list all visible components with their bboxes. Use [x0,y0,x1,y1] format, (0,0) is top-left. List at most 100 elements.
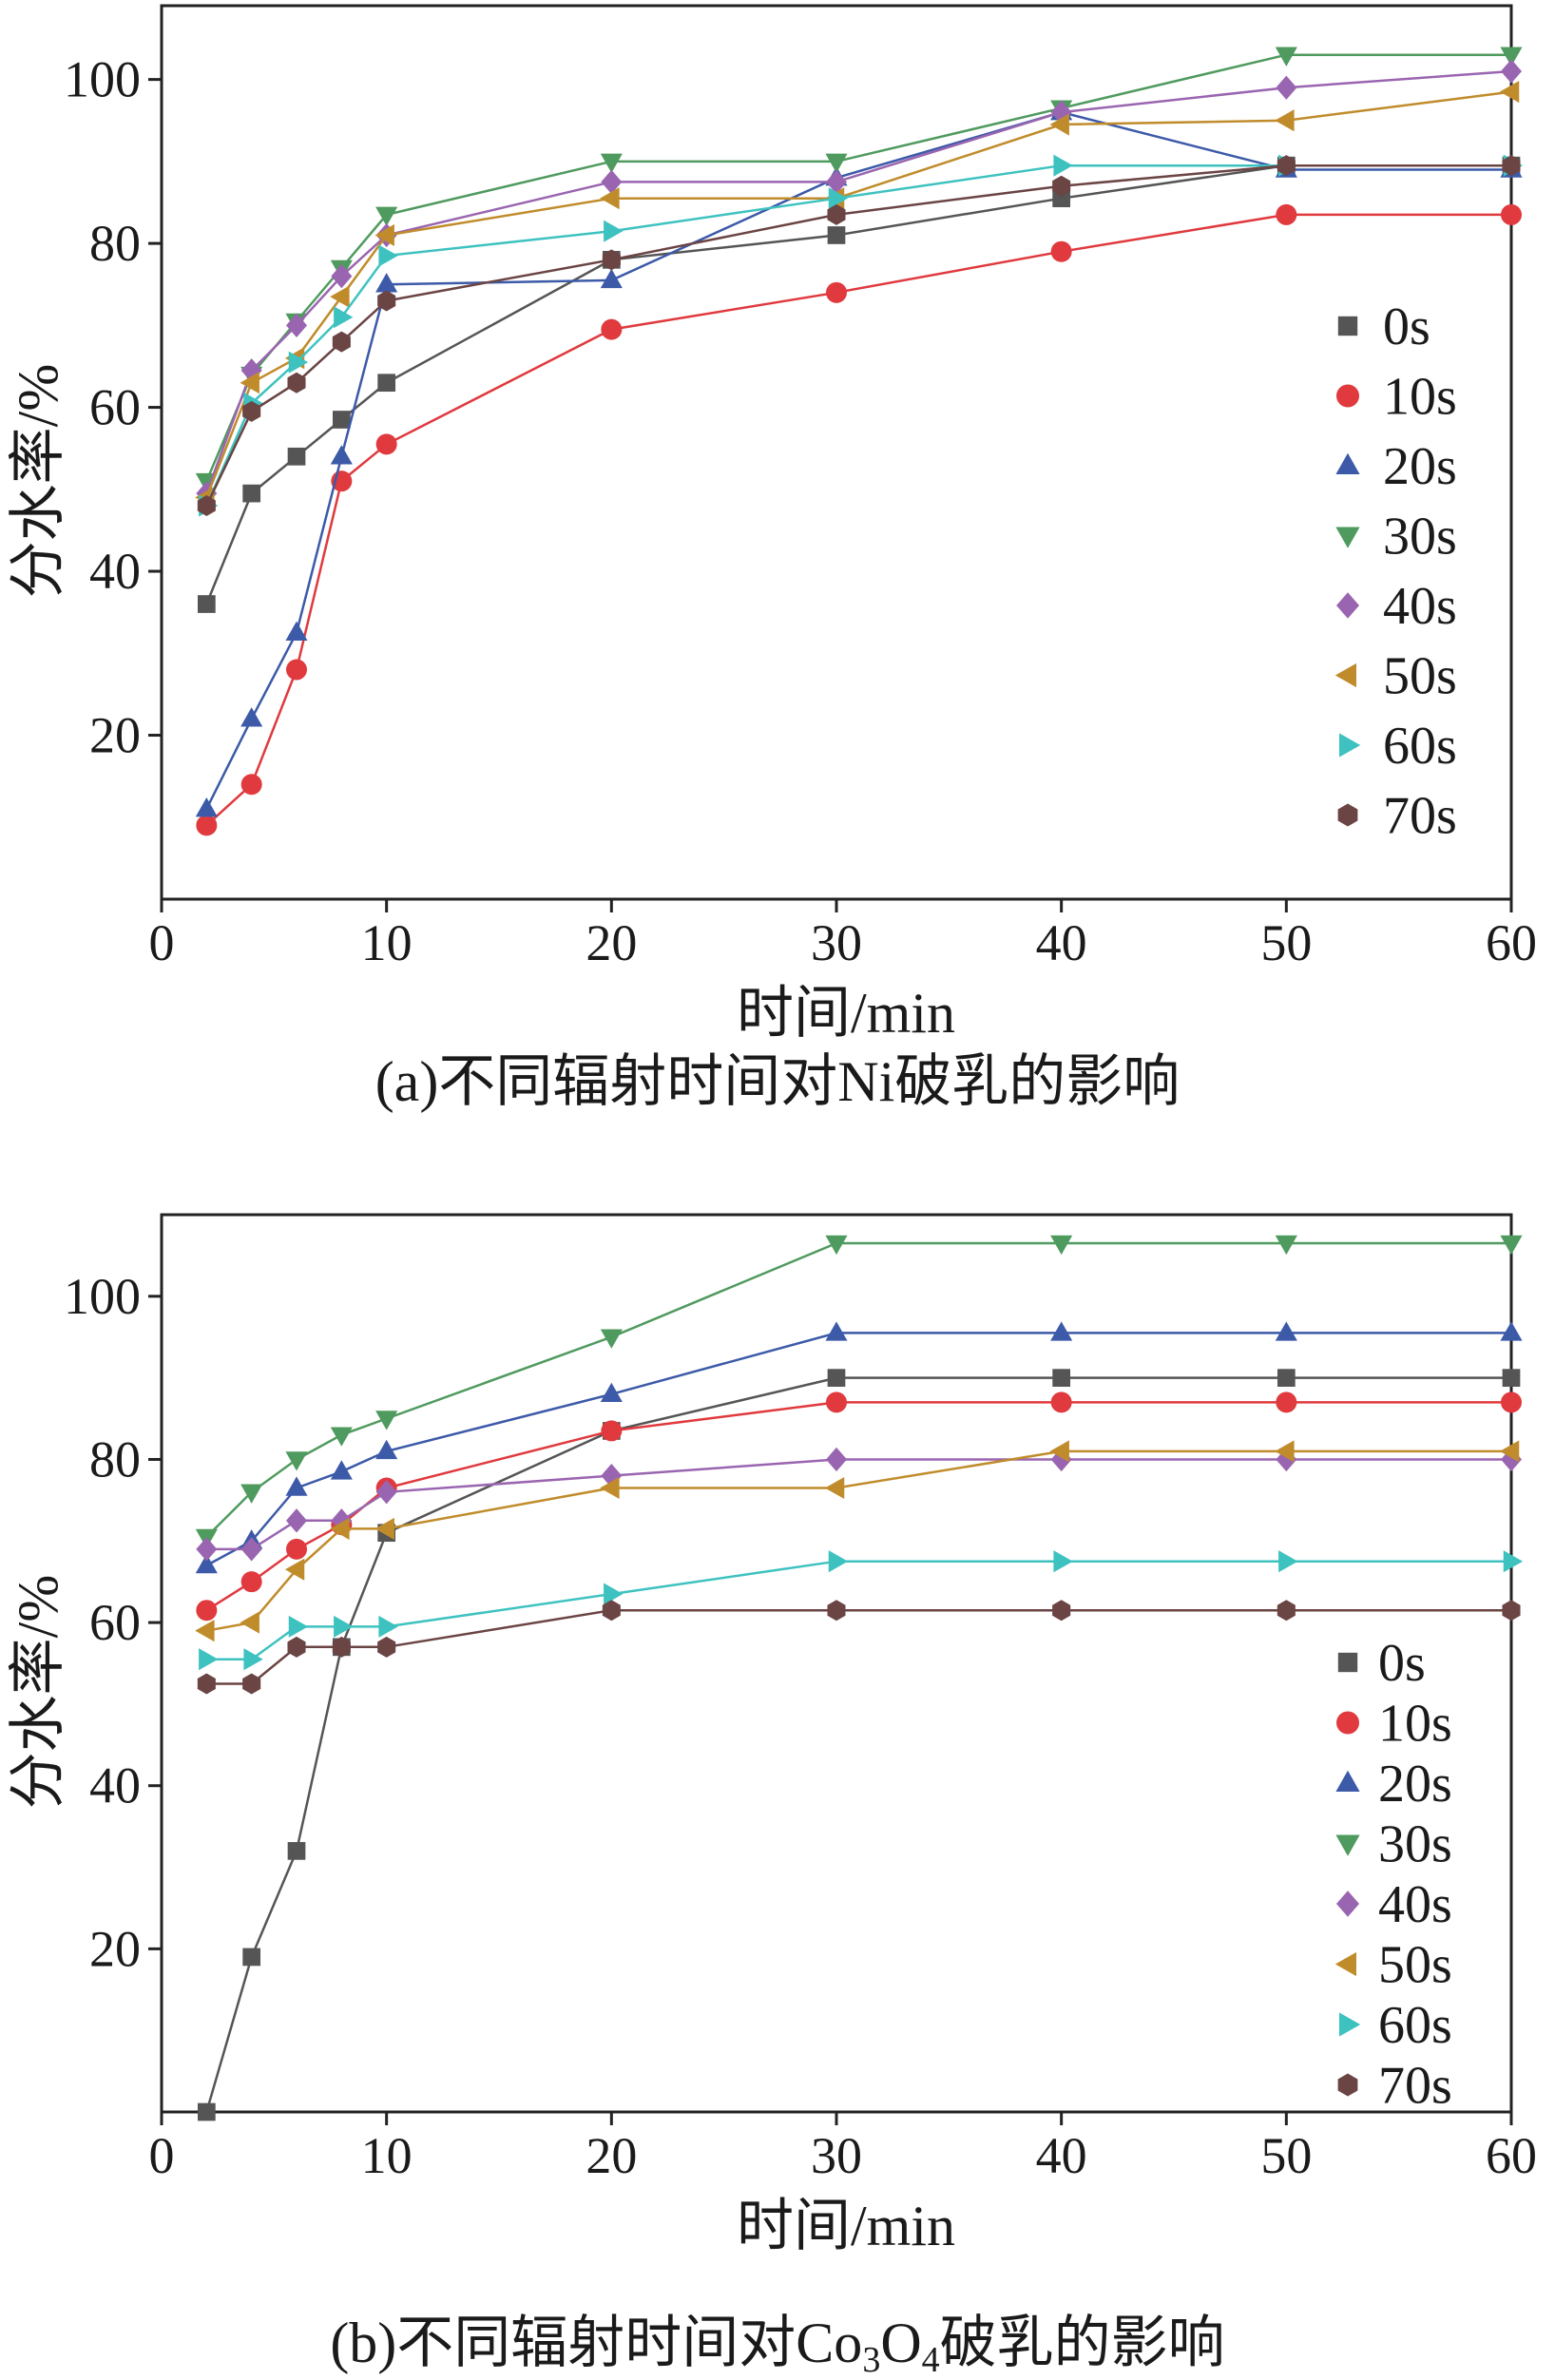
chart-b-point-60s [334,1615,354,1638]
chart-a-point-40s [286,313,307,337]
chart-a-legend: 0s 10s 20s 30s 40s 50s 60s 70s [1334,298,1457,846]
chart-a-point-30s [825,153,848,173]
chart-a-ytick-label: 40 [89,543,141,600]
chart-a-series-line-0s [205,163,1511,605]
chart-a-point-50s [1049,113,1069,136]
chart-a-point-10s [826,281,847,303]
chart-b-series-line-40s [206,1458,1511,1551]
chart-b-xaxis-label: 时间/min [737,2195,955,2257]
chart-b-caption-suffix: 破乳的影响 [939,2312,1225,2374]
chart-a-point-20s [330,445,353,465]
chart-a-ytick-label: 80 [89,215,141,272]
chart-a-xtick-label: 40 [1036,914,1087,971]
chart-b-point-10s [826,1392,847,1413]
chart-b-point-60s [828,1550,849,1573]
chart-b-point-20s [195,1553,218,1574]
chart-a-point-70s [242,400,261,422]
chart-a-point-40s [240,358,262,383]
chart-b-point-50s [284,1558,305,1581]
chart-a-point-40s [1501,59,1522,84]
chart-b-point-70s [287,1636,306,1658]
chart-a-series-line-40s [205,69,1512,494]
chart-a-series-70s [197,155,1521,517]
chart-b-legend-label-30s: 30s [1378,1815,1452,1874]
chart-a-point-30s [375,206,398,227]
chart-a-point-60s [604,220,624,242]
chart-a-point-20s [285,621,308,641]
chart-b-point-10s [1050,1392,1072,1413]
chart-b-point-0s [1277,1369,1296,1387]
chart-b-legend-label-50s: 50s [1378,1936,1452,1995]
chart-b-series-70s [197,1600,1521,1695]
chart-b-plot-frame [160,1213,1513,2114]
chart-a-point-70s [1052,175,1071,197]
chart-b-ytick-label: 40 [89,1757,141,1814]
chart-a-ytick-label: 100 [64,51,141,108]
chart-a-xtick-label: 60 [1486,914,1537,971]
chart-a-point-50s [600,187,620,210]
chart-a-point-70s [1502,155,1521,177]
chart-b-xtick-label: 0 [149,2127,175,2184]
chart-b-series-line-70s [206,1608,1511,1685]
chart-b-caption-sub-4: 4 [921,2340,940,2380]
chart-b-legend-marker-70s [1337,2073,1358,2097]
chart-b-legend-label-20s: 20s [1378,1755,1452,1814]
chart-b-point-60s [1053,1550,1073,1573]
chart-a-series-line-10s [205,213,1511,827]
chart-b-point-50s [374,1517,394,1540]
chart-b-ytick-label: 80 [89,1430,141,1488]
chart-b-ytick-label: 20 [89,1920,141,1977]
chart-b-point-10s [1501,1392,1522,1413]
chart-b-series-40s [196,1447,1522,1562]
chart-b-series-50s [195,1440,1520,1642]
chart-a-point-60s [288,351,309,374]
chart-a-point-40s [826,169,847,195]
chart-b-point-30s [825,1235,848,1256]
chart-a-legend-label-60s: 60s [1383,717,1457,776]
chart-b-point-0s [287,1842,306,1860]
chart-a-series-line-30s [205,53,1511,482]
chart-a-point-50s [330,285,350,308]
chart-b-point-20s [330,1460,353,1480]
chart-a-point-10s [1501,203,1522,225]
chart-a-point-60s [334,306,354,329]
chart-b-point-40s [240,1537,262,1562]
chart-b-point-30s [240,1484,263,1504]
chart-b-legend-label-10s: 10s [1378,1695,1452,1754]
chart-b-legend-marker-40s [1336,1891,1359,1917]
chart-a-legend-label-0s: 0s [1383,298,1430,356]
chart-a-point-40s [331,263,353,289]
chart-a-point-20s [375,273,398,293]
chart-a-point-10s [1276,203,1297,225]
chart-b-point-20s [1500,1321,1523,1341]
chart-a-point-70s [377,290,396,312]
chart-a-legend-marker-0s [1337,316,1358,336]
chart-b-series-line-10s [205,1401,1511,1612]
chart-b-point-20s [285,1476,308,1496]
chart-a-legend-marker-50s [1334,662,1356,688]
chart-a-point-10s [375,433,397,455]
chart-a-legend-label-50s: 50s [1383,647,1457,706]
chart-a-series-30s [195,47,1523,493]
chart-b-legend-label-60s: 60s [1378,1996,1452,2055]
chart-a-caption: (a)不同辐射时间对Ni破乳的影响 [374,1050,1181,1113]
chart-a-legend-label-30s: 30s [1383,508,1457,566]
chart-b-point-60s [604,1583,624,1605]
chart-a-point-40s [601,169,623,195]
chart-a-ytick-label: 60 [89,379,141,436]
chart-b-point-50s [1275,1440,1295,1463]
chart-panel-b: 0 10 20 30 40 50 60 20 40 60 80 100 时间/min 分水率/% 0s 10s… [0,1179,1555,2378]
chart-a-legend-marker-60s [1339,733,1361,758]
chart-b-point-40s [826,1447,847,1472]
chart-b-point-0s [242,1948,261,1967]
chart-a-point-70s [287,372,306,393]
chart-b-point-70s [1277,1600,1296,1622]
chart-b-point-20s [825,1321,848,1341]
chart-a-legend-label-70s: 70s [1383,787,1457,846]
chart-a-point-0s [377,374,396,393]
chart-a-point-30s [1275,47,1297,67]
chart-a-point-20s [600,268,623,289]
chart-b-point-10s [1276,1392,1297,1413]
chart-a-xtick-label: 50 [1260,914,1312,971]
